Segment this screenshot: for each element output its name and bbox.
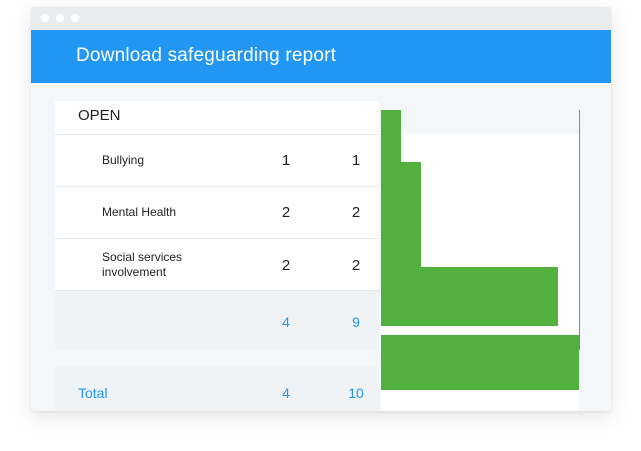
bar-total: [381, 335, 579, 390]
total-col2: 10: [348, 385, 364, 401]
subtotal-row: 4 9: [55, 290, 379, 351]
count-col2: 2: [351, 204, 361, 221]
table-row: Bullying 1 1: [55, 134, 379, 187]
count-col1: 1: [281, 152, 291, 169]
bar-bullying: [381, 110, 401, 162]
bar-mental-health: [381, 162, 421, 214]
window-dot-icon: [41, 14, 49, 22]
count-col1: 2: [281, 257, 291, 274]
bar-subtotal: [381, 267, 558, 326]
count-col1: 2: [281, 204, 291, 221]
category-label: Mental Health: [102, 205, 177, 219]
table-row: Social services involvement 2 2: [55, 238, 379, 291]
total-col1: 4: [282, 385, 290, 401]
page-title: Download safeguarding report: [76, 45, 337, 66]
chart-right-axis: [579, 110, 580, 350]
window-dot-icon: [56, 14, 64, 22]
section-label-open: OPEN: [78, 107, 121, 124]
bar-social-services: [381, 214, 421, 267]
subtotal-col1: 4: [282, 314, 290, 330]
page-header: Download safeguarding report: [31, 30, 611, 83]
category-label: Social services involvement: [102, 250, 183, 279]
window-dot-icon: [71, 14, 79, 22]
subtotal-col2: 9: [352, 314, 360, 330]
category-label: Bullying: [102, 153, 145, 167]
window-chrome: [31, 7, 611, 30]
count-col2: 2: [351, 257, 361, 274]
report-window: Download safeguarding report OPEN Bullyi…: [31, 7, 611, 411]
total-label: Total: [78, 385, 108, 401]
total-row: Total 4 10: [55, 366, 379, 411]
table-row: Mental Health 2 2: [55, 186, 379, 239]
count-col2: 1: [351, 152, 361, 169]
